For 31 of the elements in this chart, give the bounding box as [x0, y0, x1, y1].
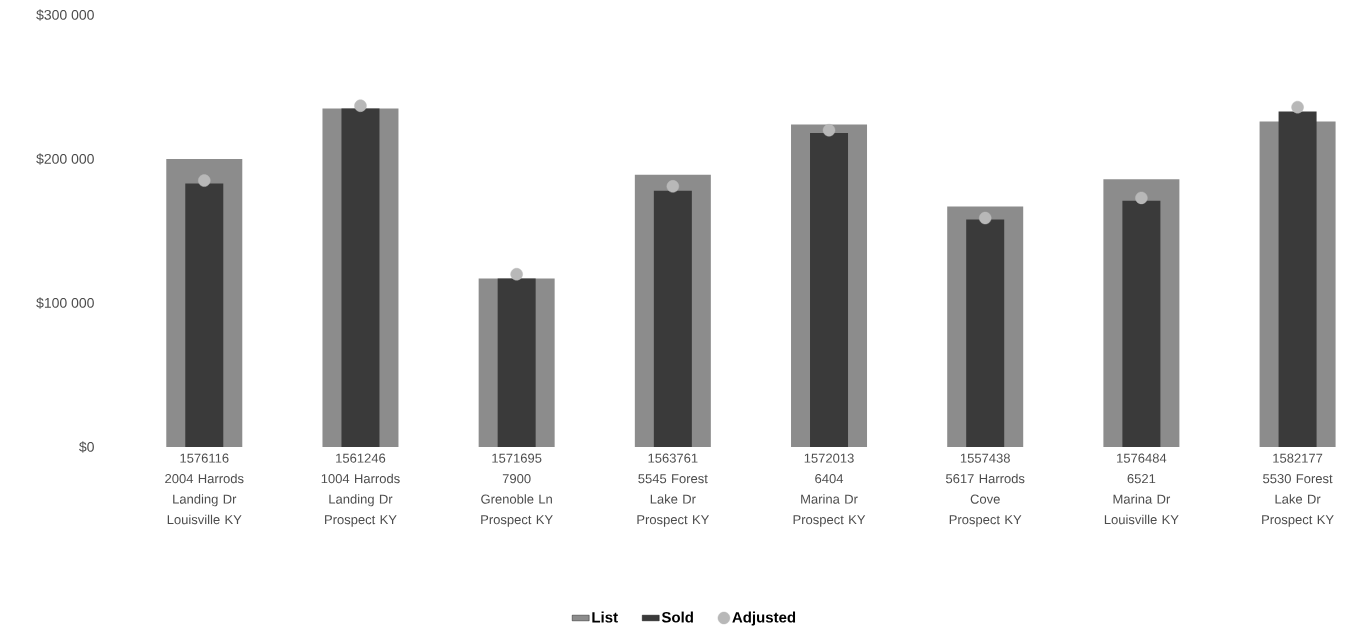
- y-tick-label: $100 000: [36, 297, 94, 309]
- x-tick-label: 1576484 6521 Marina Dr Louisville KY: [1104, 453, 1179, 525]
- x-tick-label: 1563761 5545 Forest Lake Dr Prospect KY: [637, 453, 710, 527]
- bar: [1122, 200, 1161, 447]
- point: [198, 174, 211, 187]
- bar: [653, 190, 692, 447]
- x-tick-label: 1561246 1004 Harrods Landing Dr Prospect KY: [321, 453, 400, 527]
- x-tick-label: 1557438 5617 Harrods Cove Prospect KY: [945, 453, 1025, 527]
- y-tick-label: $300 000: [36, 9, 94, 21]
- point: [822, 124, 836, 137]
- point: [510, 268, 523, 281]
- point: [1291, 100, 1304, 114]
- bar: [341, 108, 380, 447]
- bar: [1278, 111, 1317, 447]
- point: [666, 180, 680, 193]
- y-tick-label: $200 000: [36, 153, 94, 165]
- legend-label: Adjusted: [732, 611, 796, 626]
- x-tick-label: 1571695 7900 Grenoble Ln Prospect KY: [481, 453, 553, 527]
- x-tick-label: 1572013 6404 Marina Dr Prospect KY: [793, 453, 866, 527]
- bar: [966, 219, 1005, 447]
- legend-label: Sold: [661, 611, 693, 623]
- bar: [810, 133, 849, 447]
- x-tick-label: 1576116 2004 Harrods Landing Dr Louisville KY: [165, 453, 244, 525]
- x-tick-label: 1582177 5530 Forest Lake Dr Prospect KY: [1262, 453, 1334, 527]
- point: [979, 211, 992, 225]
- y-tick-label: $0: [79, 441, 94, 453]
- bar: [185, 183, 224, 447]
- point: [1135, 191, 1148, 205]
- point: [354, 99, 367, 112]
- legend-label: List: [592, 611, 618, 623]
- bar: [497, 278, 536, 447]
